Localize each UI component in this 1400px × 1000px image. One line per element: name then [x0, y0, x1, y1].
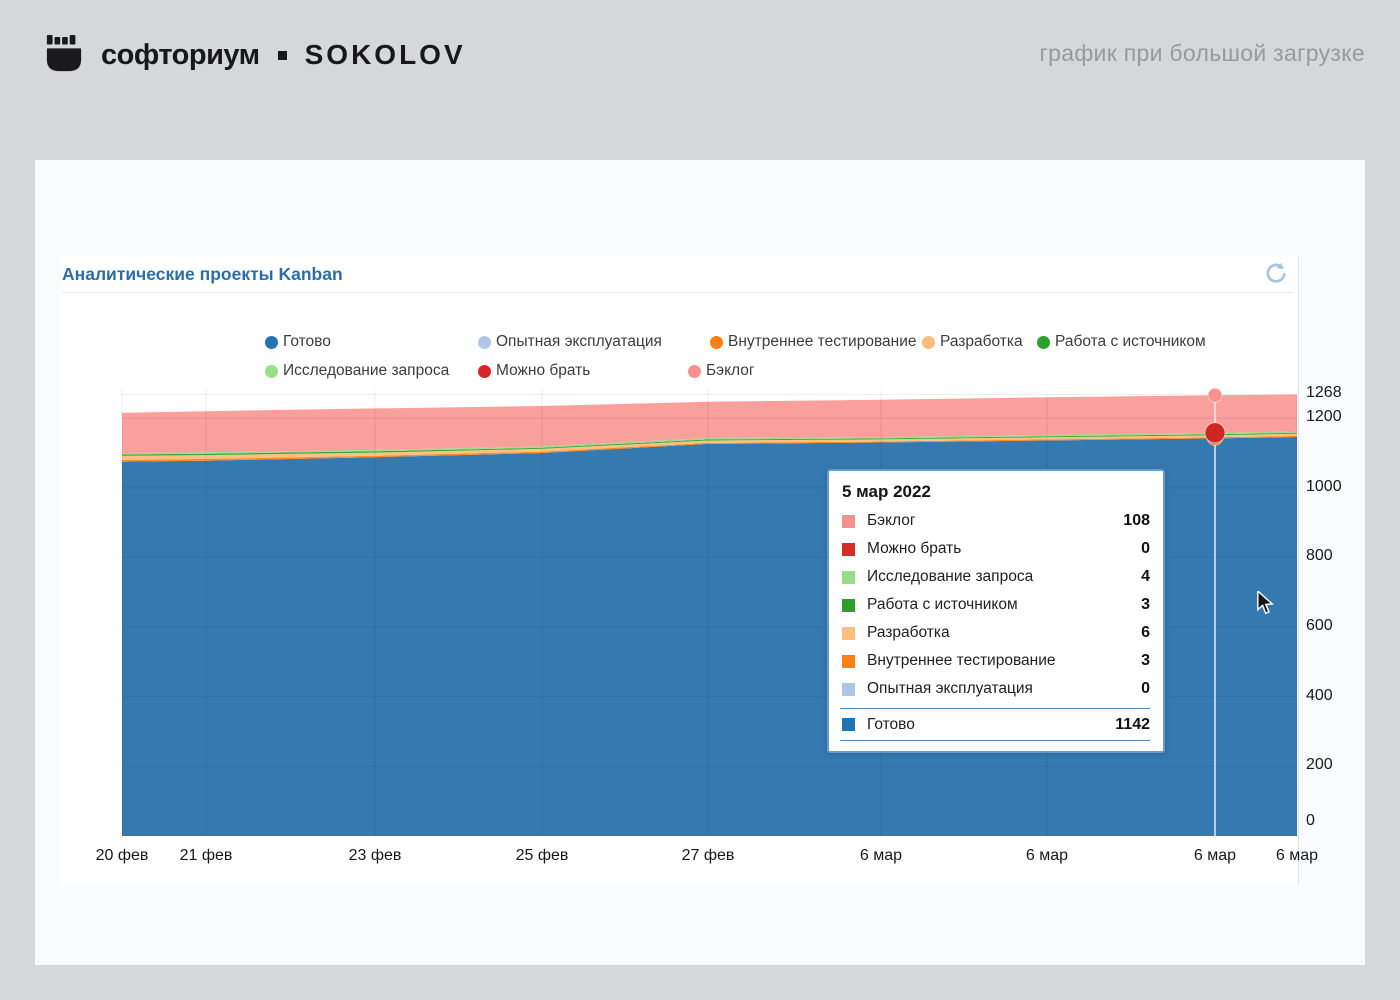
page-header: софториум SOKOLOV — [45, 28, 466, 82]
tooltip-label: Разработка — [867, 624, 950, 641]
tooltip-value: 108 — [1123, 512, 1150, 529]
legend-label: Исследование запроса — [283, 362, 450, 379]
tooltip-color-swatch-icon — [842, 626, 855, 640]
tooltip-value: 0 — [1141, 680, 1150, 697]
legend-label: Разработка — [940, 333, 1023, 350]
legend-label: Работа с источником — [1055, 333, 1206, 350]
tooltip-value: 6 — [1141, 624, 1150, 641]
tooltip-value: 4 — [1141, 568, 1150, 585]
legend-label: Готово — [283, 333, 331, 350]
area-Бэклог — [122, 394, 1297, 453]
y-axis-label: 0 — [1306, 812, 1315, 829]
legend-item[interactable]: Опытная эксплуатация — [478, 333, 662, 351]
tooltip-color-swatch-icon — [842, 654, 855, 668]
tooltip-value: 1142 — [1115, 715, 1150, 733]
area-Внутреннее тестирование — [122, 435, 1297, 462]
hover-marker-Можно брать — [1204, 422, 1226, 444]
widget-title[interactable]: Аналитические проекты Kanban — [62, 264, 343, 284]
tooltip-row: Внутреннее тестирование 3 — [840, 647, 1150, 675]
tooltip-value: 0 — [1141, 540, 1150, 557]
legend-label: Бэклог — [706, 362, 755, 379]
tooltip-color-swatch-icon — [842, 570, 855, 584]
tooltip-label: Бэклог — [867, 512, 916, 529]
tooltip-label: Исследование запроса — [867, 568, 1034, 585]
x-axis-label: 6 мар — [1193, 847, 1237, 864]
tooltip-label: Готово — [867, 715, 915, 733]
legend-label: Внутреннее тестирование — [728, 333, 917, 350]
y-axis-label: 200 — [1306, 756, 1333, 774]
legend-dot-icon — [478, 335, 491, 349]
hover-marker-Бэклог — [1207, 387, 1223, 403]
y-axis-label: 1268 — [1306, 384, 1342, 402]
refresh-icon — [1266, 262, 1286, 283]
legend-dot-icon — [922, 335, 935, 349]
tooltip-label: Работа с источником — [867, 596, 1018, 613]
tooltip-row: Бэклог 108 — [840, 507, 1150, 535]
legend-item[interactable]: Исследование запроса — [265, 362, 449, 380]
x-axis-label: 23 фев — [348, 847, 402, 864]
mouse-cursor-icon — [1257, 591, 1275, 615]
x-axis-label: 6 мар — [1025, 847, 1069, 864]
widget-title-divider — [62, 292, 1294, 293]
tooltip-row: Исследование запроса 4 — [840, 563, 1150, 591]
legend-item[interactable]: Работа с источником — [1037, 333, 1206, 351]
tooltip-color-swatch-icon — [842, 514, 855, 528]
tooltip-total-row: Готово 1142 — [840, 708, 1150, 741]
brand-separator-icon — [277, 50, 287, 60]
x-axis-label: 25 фев — [515, 847, 569, 864]
y-axis-label: 600 — [1306, 617, 1333, 635]
brand-secondary: SOKOLOV — [304, 39, 466, 70]
tooltip-color-swatch-icon — [842, 598, 855, 612]
tooltip-label: Внутреннее тестирование — [867, 652, 1056, 669]
tooltip-color-swatch-icon — [842, 682, 855, 696]
y-axis-label: 1000 — [1306, 477, 1342, 495]
legend-label: Опытная эксплуатация — [496, 333, 662, 350]
tooltip-row: Разработка 6 — [840, 619, 1150, 647]
fist-icon — [46, 35, 82, 72]
legend-dot-icon — [710, 335, 723, 349]
legend-item[interactable]: Можно брать — [478, 362, 590, 380]
x-axis-label: 27 фев — [681, 847, 735, 864]
legend-item[interactable]: Бэклог — [688, 362, 755, 380]
y-axis-label: 400 — [1306, 686, 1333, 704]
x-axis-label: 6 мар — [1275, 847, 1319, 864]
tooltip-value: 3 — [1141, 652, 1150, 669]
x-axis-label: 20 фев — [95, 847, 149, 864]
chart-tooltip: 5 мар 2022 Бэклог 108 Можно брать 0 Исследов… — [827, 469, 1165, 753]
y-axis-label: 800 — [1306, 547, 1333, 565]
tooltip-row: Можно брать 0 — [840, 535, 1150, 563]
tooltip-label: Опытная эксплуатация — [867, 680, 1033, 697]
page-subtitle: график при большой загрузке — [1039, 40, 1365, 66]
tooltip-row: Работа с источником 3 — [840, 591, 1150, 619]
legend-dot-icon — [265, 364, 278, 378]
area-Работа с источником — [122, 432, 1297, 456]
area-Разработка — [122, 433, 1297, 460]
area-Исследование запроса — [122, 431, 1297, 455]
legend-dot-icon — [265, 335, 278, 349]
legend-dot-icon — [688, 364, 701, 378]
tooltip-color-swatch-icon — [842, 542, 855, 556]
tooltip-row: Опытная эксплуатация 0 — [840, 675, 1150, 703]
tooltip-color-swatch-icon — [842, 718, 855, 731]
x-axis-label: 6 мар — [859, 847, 903, 864]
legend-dot-icon — [478, 364, 491, 378]
tooltip-value: 3 — [1141, 596, 1150, 613]
legend-item[interactable]: Разработка — [922, 333, 1023, 351]
legend-item[interactable]: Внутреннее тестирование — [710, 333, 916, 351]
legend-dot-icon — [1037, 335, 1050, 349]
y-axis-label: 1200 — [1306, 408, 1342, 426]
legend-item[interactable]: Готово — [265, 333, 331, 351]
tooltip-label: Можно брать — [867, 540, 962, 557]
legend-label: Можно брать — [496, 362, 591, 379]
refresh-button[interactable] — [1262, 261, 1290, 289]
brand-name: софториум — [101, 38, 260, 71]
x-axis-label: 21 фев — [179, 847, 233, 864]
tooltip-date: 5 мар 2022 — [842, 482, 931, 501]
